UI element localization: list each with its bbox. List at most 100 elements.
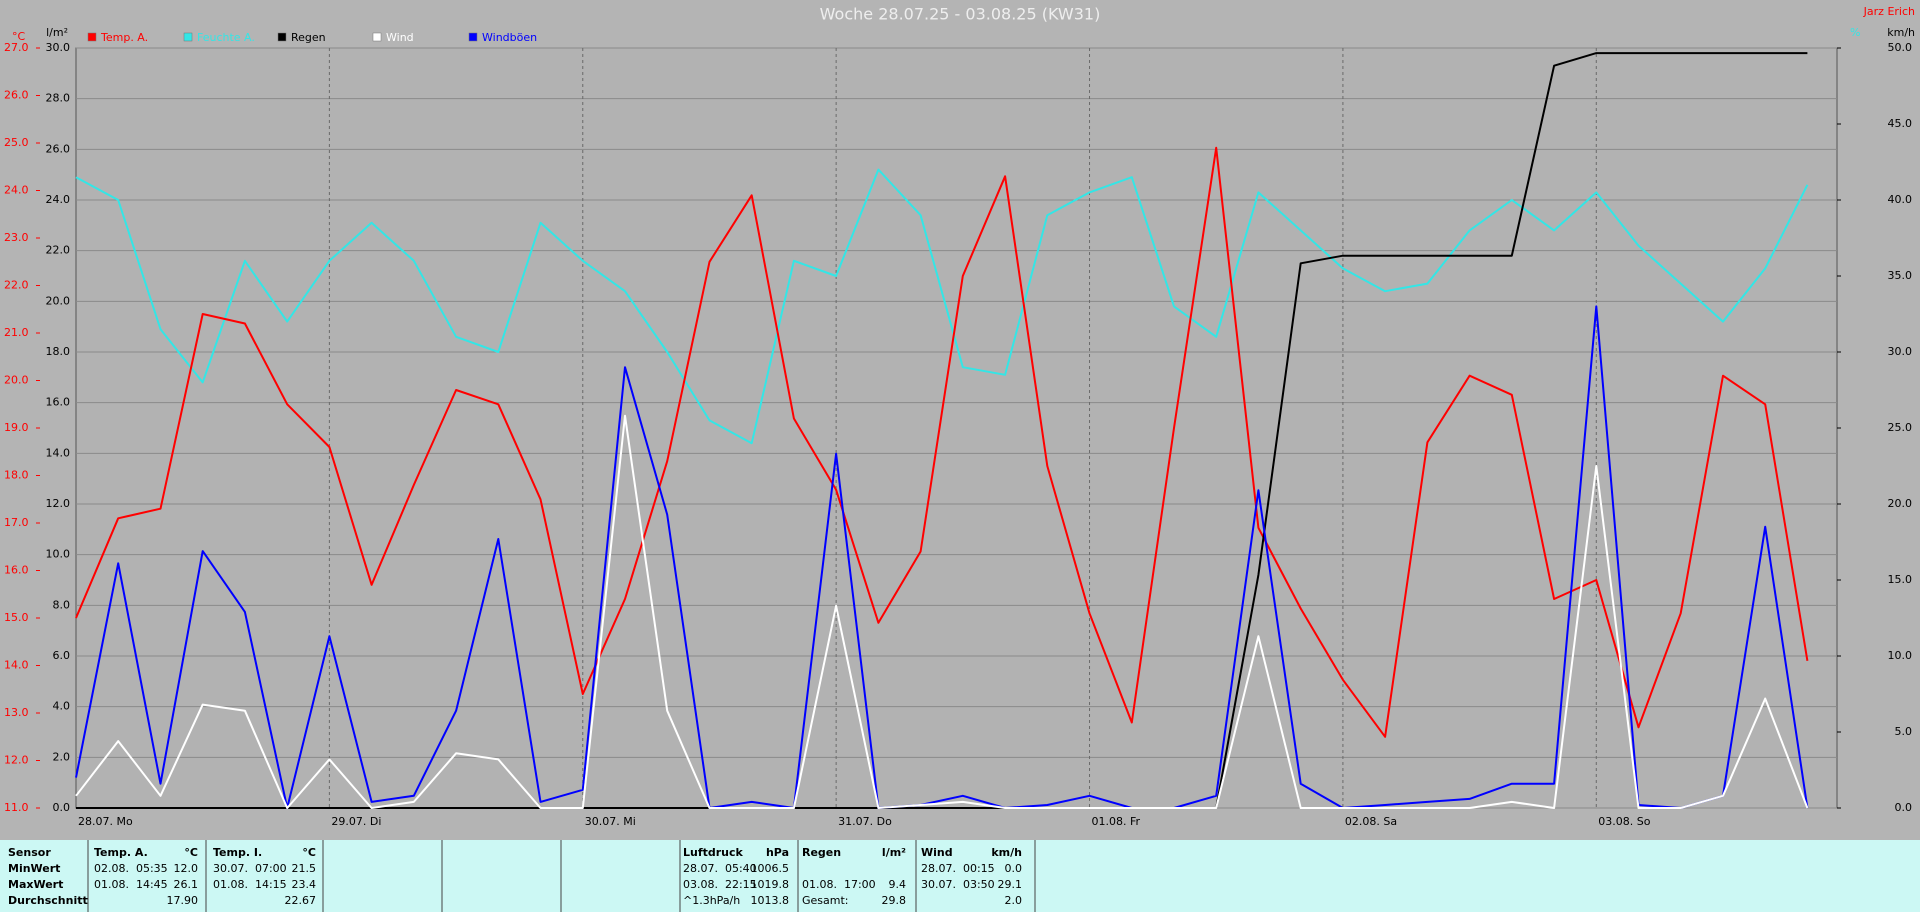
y4-tick-label: 40.0 — [1888, 193, 1913, 206]
cell-value: 17.90 — [167, 894, 199, 907]
y2-tick-label: 8.0 — [53, 598, 71, 611]
y4-tick-label: 10.0 — [1888, 649, 1913, 662]
y-tick-label: 21.0 — [4, 326, 29, 339]
y2-tick-label: 28.0 — [46, 92, 71, 105]
y4-unit: km/h — [1887, 26, 1915, 39]
series-line — [75, 146, 1809, 738]
cell-value: 29.8 — [882, 894, 907, 907]
cell-value: 12.0 — [174, 862, 199, 875]
summary-table — [0, 840, 1920, 912]
y2-tick-label: 0.0 — [53, 801, 71, 814]
cell-time: 30.07. 03:50 — [921, 878, 995, 891]
y2-tick-label: 20.0 — [46, 294, 71, 307]
legend-swatch — [183, 32, 193, 42]
y-tick-label: 15.0 — [4, 611, 29, 624]
row-label: MinWert — [8, 862, 60, 875]
summary-grid: Sensor MinWert MaxWert Durchschnitt Temp. A.… — [8, 840, 1036, 912]
cell-value: 23.4 — [292, 878, 317, 891]
cell-time: 28.07. 00:15 — [921, 862, 995, 875]
y-tick-label: 16.0 — [4, 564, 29, 577]
y-tick-label: 14.0 — [4, 659, 29, 672]
x-tick-label: 28.07. Mo — [78, 815, 133, 828]
y2-tick-label: 2.0 — [53, 750, 71, 763]
legend-swatch — [468, 32, 478, 42]
y4-tick-label: 30.0 — [1888, 345, 1913, 358]
y2-tick-label: 12.0 — [46, 497, 71, 510]
y2-tick-label: 10.0 — [46, 548, 71, 561]
y2-tick-label: 18.0 — [46, 345, 71, 358]
y4-tick-label: 50.0 — [1888, 41, 1913, 54]
y4-tick-label: 45.0 — [1888, 117, 1913, 130]
series-line — [76, 52, 1808, 809]
y-tick-label: 12.0 — [4, 754, 29, 767]
legend-label: Wind — [386, 31, 414, 44]
y-tick-label: 27.0 — [4, 41, 29, 54]
legend-label: Regen — [291, 31, 326, 44]
cell-time: 01.08. 14:15 — [213, 878, 287, 891]
y-tick-label: 23.0 — [4, 231, 29, 244]
cell-value: 0.0 — [1005, 862, 1023, 875]
y2-tick-label: 22.0 — [46, 244, 71, 257]
cell-value: 2.0 — [1005, 894, 1023, 907]
y-tick-label: 25.0 — [4, 136, 29, 149]
col-title: Regen — [802, 846, 841, 859]
y-tick-label: 22.0 — [4, 279, 29, 292]
col-unit: km/h — [991, 846, 1022, 859]
legend-label: Temp. A. — [100, 31, 148, 44]
cell-value: 29.1 — [998, 878, 1023, 891]
series-line — [75, 305, 1809, 809]
col-unit: l/m² — [882, 846, 906, 859]
y2-tick-label: 6.0 — [53, 649, 71, 662]
y3-unit: % — [1850, 26, 1860, 39]
y4-tick-label: 5.0 — [1895, 725, 1913, 738]
y2-tick-label: 24.0 — [46, 193, 71, 206]
y-tick-label: 11.0 — [4, 801, 29, 814]
cell-value: 1013.8 — [751, 894, 790, 907]
y-tick-label: 24.0 — [4, 184, 29, 197]
y-tick-label: 17.0 — [4, 516, 29, 529]
y-tick-label: 26.0 — [4, 89, 29, 102]
y4-tick-label: 20.0 — [1888, 497, 1913, 510]
cell-time: Gesamt: — [802, 894, 849, 907]
legend-swatch — [372, 32, 382, 42]
row-label: Durchschnitt — [8, 894, 88, 907]
col-unit: °C — [184, 846, 198, 859]
x-tick-label: 01.08. Fr — [1092, 815, 1141, 828]
y2-tick-label: 14.0 — [46, 446, 71, 459]
author: Jarz Erich — [1863, 5, 1915, 18]
cell-time: 30.07. 07:00 — [213, 862, 287, 875]
y2-tick-label: 16.0 — [46, 396, 71, 409]
y-tick-label: 20.0 — [4, 374, 29, 387]
cell-value: 9.4 — [889, 878, 907, 891]
cell-time: 02.08. 05:35 — [94, 862, 168, 875]
cell-time: ^1.3hPa/h — [683, 894, 740, 907]
row-label: Sensor — [8, 846, 51, 859]
y-tick-label: 18.0 — [4, 469, 29, 482]
y2-tick-label: 30.0 — [46, 41, 71, 54]
y2-unit: l/m² — [46, 26, 68, 39]
row-label: MaxWert — [8, 878, 63, 891]
cell-time: 01.08. 17:00 — [802, 878, 876, 891]
cell-value: 21.5 — [292, 862, 317, 875]
x-tick-label: 03.08. So — [1598, 815, 1650, 828]
plot-area — [75, 47, 1838, 809]
col-title: Temp. I. — [213, 846, 262, 859]
series-line — [75, 168, 1809, 445]
col-unit: °C — [302, 846, 316, 859]
chart-title: Woche 28.07.25 - 03.08.25 (KW31) — [820, 5, 1101, 24]
y4-tick-label: 0.0 — [1895, 801, 1913, 814]
cell-time: 28.07. 05:40 — [683, 862, 757, 875]
col-title: Temp. A. — [94, 846, 148, 859]
y4-tick-label: 15.0 — [1888, 573, 1913, 586]
cell-time: 01.08. 14:45 — [94, 878, 168, 891]
legend-label: Windböen — [482, 31, 537, 44]
cell-value: 1019.8 — [751, 878, 790, 891]
y4-tick-label: 25.0 — [1888, 421, 1913, 434]
cell-time: 03.08. 22:15 — [683, 878, 757, 891]
y-tick-label: 13.0 — [4, 706, 29, 719]
x-tick-label: 30.07. Mi — [585, 815, 636, 828]
y2-tick-label: 26.0 — [46, 142, 71, 155]
cell-value: 26.1 — [174, 878, 199, 891]
legend-swatch — [87, 32, 97, 42]
